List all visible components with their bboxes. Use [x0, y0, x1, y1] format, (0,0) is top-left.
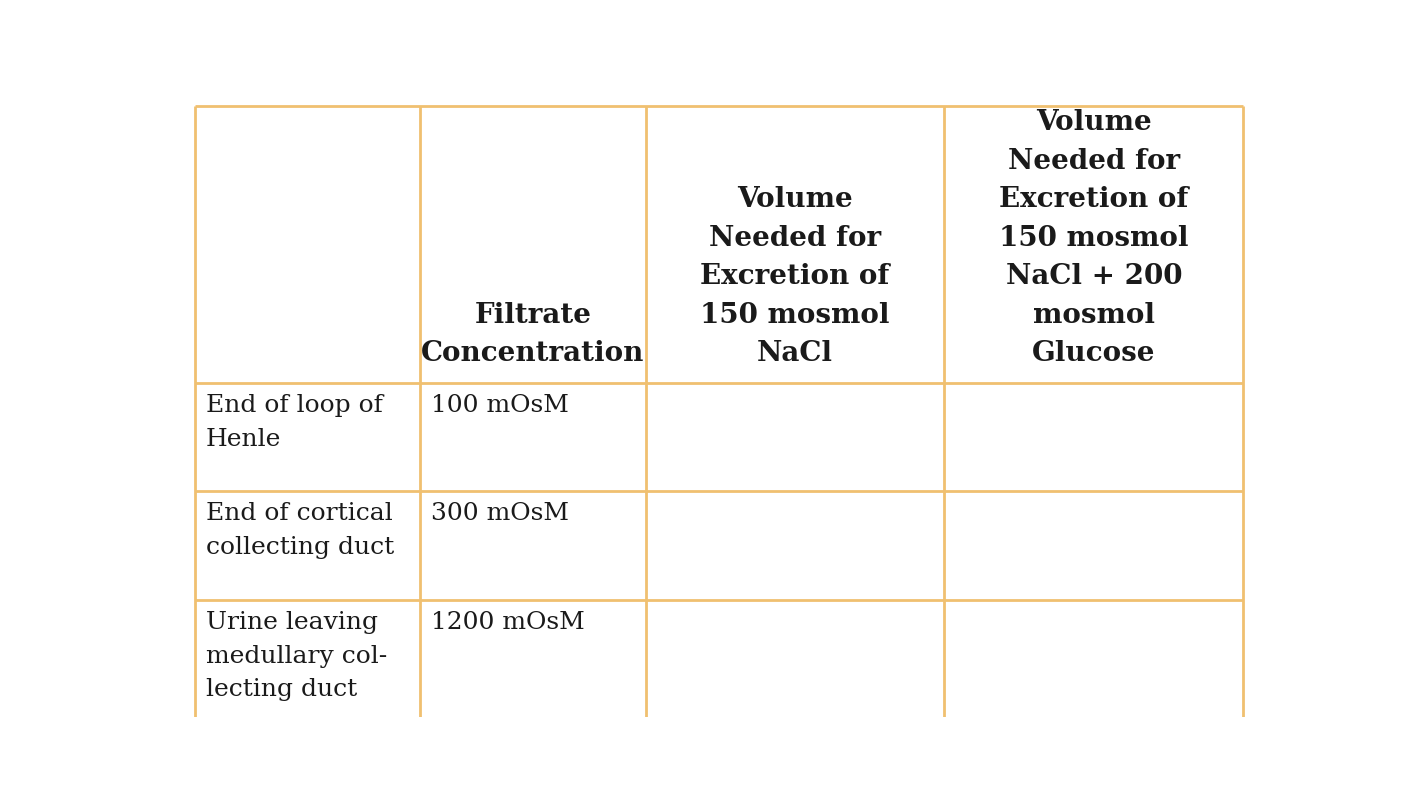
- Bar: [195, 492, 421, 600]
- Bar: [195, 600, 421, 732]
- Bar: [421, 600, 645, 732]
- Text: Volume
Needed for
Excretion of
150 mosmol
NaCl: Volume Needed for Excretion of 150 mosmo…: [700, 186, 890, 368]
- Bar: [645, 106, 944, 383]
- Text: End of cortical
collecting duct: End of cortical collecting duct: [206, 502, 394, 559]
- Bar: [421, 383, 645, 492]
- Text: Urine leaving
medullary col-
lecting duct: Urine leaving medullary col- lecting duc…: [206, 611, 387, 701]
- Text: Filtrate
Concentration: Filtrate Concentration: [421, 302, 644, 368]
- Text: Volume
Needed for
Excretion of
150 mosmol
NaCl + 200
mosmol
Glucose: Volume Needed for Excretion of 150 mosmo…: [999, 109, 1188, 368]
- Bar: [645, 492, 944, 600]
- Text: 100 mOsM: 100 mOsM: [431, 394, 570, 418]
- Bar: [645, 600, 944, 732]
- Bar: [645, 383, 944, 492]
- Text: End of loop of
Henle: End of loop of Henle: [206, 394, 383, 451]
- Bar: [944, 492, 1243, 600]
- Bar: [944, 106, 1243, 383]
- Bar: [421, 106, 645, 383]
- Text: 1200 mOsM: 1200 mOsM: [431, 611, 585, 634]
- Bar: [195, 383, 421, 492]
- Bar: [421, 492, 645, 600]
- Bar: [944, 383, 1243, 492]
- Text: 300 mOsM: 300 mOsM: [431, 502, 570, 526]
- Bar: [195, 106, 421, 383]
- Bar: [944, 600, 1243, 732]
